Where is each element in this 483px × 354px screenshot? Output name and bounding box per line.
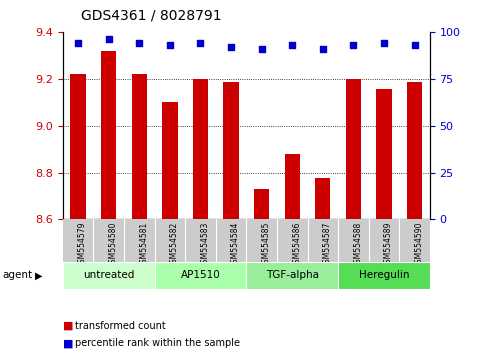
Text: GSM554579: GSM554579 bbox=[78, 222, 87, 268]
Point bbox=[197, 40, 204, 46]
Bar bbox=[284, 154, 300, 219]
Point bbox=[258, 46, 266, 52]
Text: ■: ■ bbox=[63, 321, 73, 331]
Bar bbox=[346, 79, 361, 219]
Bar bbox=[155, 262, 246, 289]
Point bbox=[319, 46, 327, 52]
Text: GSM554581: GSM554581 bbox=[139, 222, 148, 268]
Bar bbox=[63, 262, 155, 289]
Text: TGF-alpha: TGF-alpha bbox=[266, 270, 319, 280]
Point bbox=[411, 42, 418, 48]
Bar bbox=[131, 74, 147, 219]
Point bbox=[380, 40, 388, 46]
Point bbox=[135, 40, 143, 46]
Text: percentile rank within the sample: percentile rank within the sample bbox=[75, 338, 240, 348]
Text: untreated: untreated bbox=[83, 270, 134, 280]
Bar bbox=[193, 79, 208, 219]
Text: GDS4361 / 8028791: GDS4361 / 8028791 bbox=[81, 9, 222, 23]
Text: ■: ■ bbox=[63, 338, 73, 348]
Text: agent: agent bbox=[2, 270, 32, 280]
Text: GSM554590: GSM554590 bbox=[414, 222, 424, 268]
Text: ▶: ▶ bbox=[35, 270, 43, 280]
Point bbox=[105, 36, 113, 42]
Bar bbox=[101, 51, 116, 219]
Text: GSM554582: GSM554582 bbox=[170, 222, 179, 268]
Text: GSM554589: GSM554589 bbox=[384, 222, 393, 268]
Point bbox=[74, 40, 82, 46]
Bar bbox=[223, 82, 239, 219]
Text: GSM554586: GSM554586 bbox=[292, 222, 301, 268]
Point bbox=[227, 44, 235, 50]
Bar bbox=[376, 89, 392, 219]
Text: GSM554580: GSM554580 bbox=[109, 222, 118, 268]
Text: transformed count: transformed count bbox=[75, 321, 166, 331]
Bar bbox=[315, 178, 330, 219]
Text: GSM554585: GSM554585 bbox=[262, 222, 270, 268]
Text: GSM554583: GSM554583 bbox=[200, 222, 210, 268]
Point bbox=[166, 42, 174, 48]
Bar bbox=[162, 102, 177, 219]
Bar bbox=[407, 82, 422, 219]
Bar bbox=[338, 262, 430, 289]
Text: AP1510: AP1510 bbox=[181, 270, 220, 280]
Point bbox=[350, 42, 357, 48]
Bar bbox=[254, 189, 270, 219]
Bar bbox=[71, 74, 86, 219]
Text: Heregulin: Heregulin bbox=[359, 270, 409, 280]
Text: GSM554588: GSM554588 bbox=[354, 222, 362, 268]
Text: GSM554584: GSM554584 bbox=[231, 222, 240, 268]
Text: GSM554587: GSM554587 bbox=[323, 222, 332, 268]
Point bbox=[288, 42, 296, 48]
Bar bbox=[246, 262, 338, 289]
